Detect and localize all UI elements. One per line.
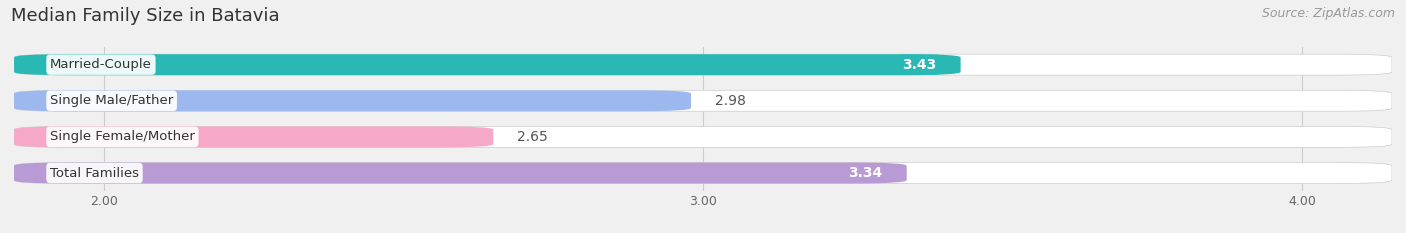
FancyBboxPatch shape	[14, 127, 494, 147]
Text: Median Family Size in Batavia: Median Family Size in Batavia	[11, 7, 280, 25]
FancyBboxPatch shape	[14, 127, 1392, 147]
Text: 3.34: 3.34	[848, 166, 883, 180]
FancyBboxPatch shape	[14, 90, 690, 111]
Text: 3.43: 3.43	[903, 58, 936, 72]
FancyBboxPatch shape	[14, 163, 907, 183]
Text: Total Families: Total Families	[51, 167, 139, 179]
FancyBboxPatch shape	[14, 163, 1392, 183]
FancyBboxPatch shape	[14, 54, 1392, 75]
Text: Single Male/Father: Single Male/Father	[51, 94, 173, 107]
Text: Source: ZipAtlas.com: Source: ZipAtlas.com	[1261, 7, 1395, 20]
Text: 2.65: 2.65	[517, 130, 548, 144]
Text: Married-Couple: Married-Couple	[51, 58, 152, 71]
Text: Single Female/Mother: Single Female/Mother	[51, 130, 195, 143]
FancyBboxPatch shape	[14, 90, 1392, 111]
FancyBboxPatch shape	[14, 54, 960, 75]
Text: 2.98: 2.98	[716, 94, 745, 108]
